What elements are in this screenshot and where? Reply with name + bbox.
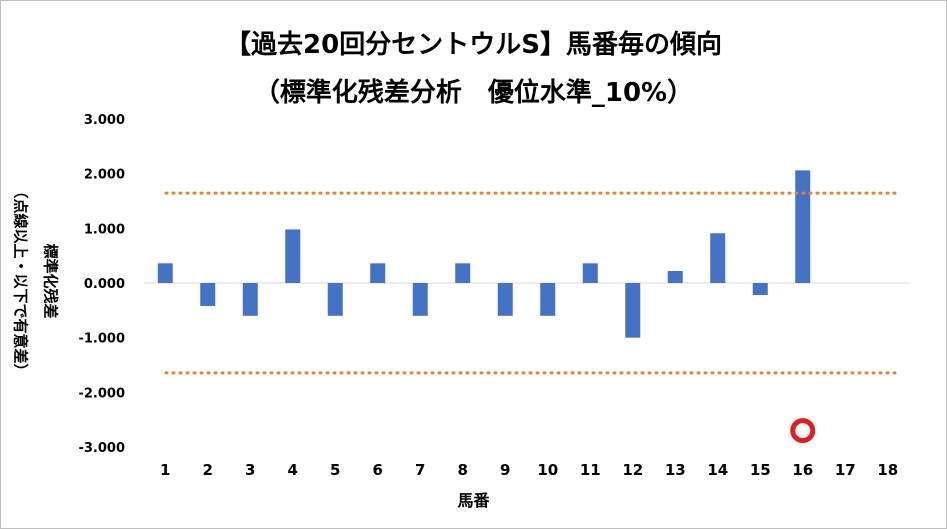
bar: [242, 283, 258, 316]
y-tick-label: -2.000: [78, 386, 125, 401]
x-tick-label: 17: [835, 461, 856, 479]
x-tick-label: 15: [750, 461, 771, 479]
chart-title: 【過去20回分セントウルS】馬番毎の傾向 （標準化残差分析 優位水準_10%）: [1, 21, 946, 117]
chart-title-main: 【過去20回分セントウルS】馬番毎の傾向: [225, 30, 722, 60]
significance-marker: [790, 418, 816, 444]
x-tick-label: 1: [160, 461, 170, 479]
bar: [455, 263, 471, 283]
x-axis-label: 馬番: [457, 491, 490, 510]
bar: [540, 283, 556, 316]
y-tick-label: 1.000: [84, 222, 125, 237]
bar: [327, 283, 343, 316]
y-axis-label: 標準化残差: [41, 243, 60, 319]
y-tick-label: -3.000: [78, 441, 125, 456]
bar: [625, 283, 641, 338]
x-tick-label: 14: [707, 461, 728, 479]
x-tick-label: 11: [580, 461, 601, 479]
y-tick-label: 3.000: [84, 113, 125, 128]
x-tick-label: 4: [288, 461, 298, 479]
x-tick-label: 8: [458, 461, 468, 479]
y-axis-note: （点線以上・以下で有意差）: [11, 183, 30, 379]
x-tick-label: 5: [330, 461, 340, 479]
x-tick-label: 12: [622, 461, 643, 479]
chart-subtitle: （標準化残差分析 優位水準_10%）: [253, 78, 694, 108]
bar: [710, 233, 726, 283]
bar: [370, 263, 386, 283]
x-tick-label: 7: [415, 461, 425, 479]
bar: [157, 263, 173, 283]
bar: [412, 283, 428, 316]
x-tick-label: 2: [203, 461, 213, 479]
y-tick-label: -1.000: [78, 332, 125, 347]
x-tick-label: 9: [500, 461, 510, 479]
bar: [795, 170, 811, 283]
x-tick-label: 6: [373, 461, 383, 479]
bar: [200, 283, 216, 306]
x-tick-label: 16: [792, 461, 813, 479]
x-tick-label: 13: [665, 461, 686, 479]
bar: [667, 270, 683, 283]
x-tick-label: 18: [877, 461, 898, 479]
bar: [497, 283, 513, 316]
y-tick-label: 0.000: [84, 277, 125, 292]
x-tick-label: 10: [537, 461, 558, 479]
bar: [285, 229, 301, 283]
x-tick-label: 3: [245, 461, 255, 479]
y-tick-label: 2.000: [84, 168, 125, 183]
bar: [752, 283, 768, 296]
bar: [582, 263, 598, 283]
